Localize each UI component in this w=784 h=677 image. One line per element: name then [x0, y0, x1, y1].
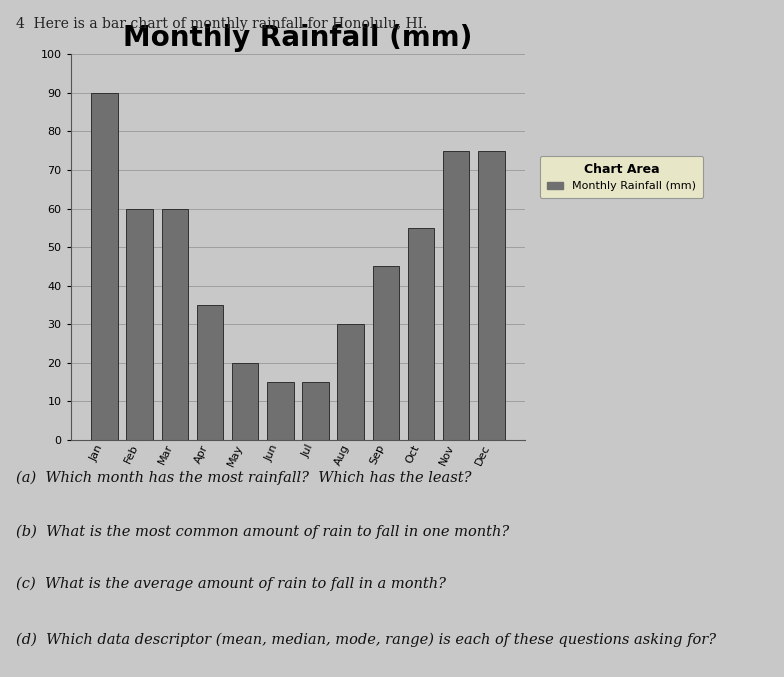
- Bar: [303, 382, 328, 440]
- Text: 4  Here is a bar chart of monthly rainfall for Honolulu, HI.: 4 Here is a bar chart of monthly rainfal…: [16, 17, 427, 31]
- Text: (b)  What is the most common amount of rain to fall in one month?: (b) What is the most common amount of ra…: [16, 525, 509, 539]
- Bar: [162, 209, 188, 440]
- Legend: Monthly Rainfall (mm): Monthly Rainfall (mm): [540, 156, 702, 198]
- Bar: [337, 324, 364, 440]
- Title: Monthly Rainfall (mm): Monthly Rainfall (mm): [123, 24, 473, 52]
- Bar: [91, 93, 118, 440]
- Bar: [126, 209, 153, 440]
- Bar: [232, 363, 259, 440]
- Bar: [478, 151, 505, 440]
- Bar: [408, 227, 434, 440]
- Bar: [443, 151, 470, 440]
- Bar: [372, 267, 399, 440]
- Bar: [197, 305, 223, 440]
- Text: (a)  Which month has the most rainfall?  Which has the least?: (a) Which month has the most rainfall? W…: [16, 471, 471, 485]
- Bar: [267, 382, 293, 440]
- Text: (c)  What is the average amount of rain to fall in a month?: (c) What is the average amount of rain t…: [16, 577, 445, 591]
- Text: (d)  Which data descriptor (mean, median, mode, range) is each of these question: (d) Which data descriptor (mean, median,…: [16, 633, 716, 647]
